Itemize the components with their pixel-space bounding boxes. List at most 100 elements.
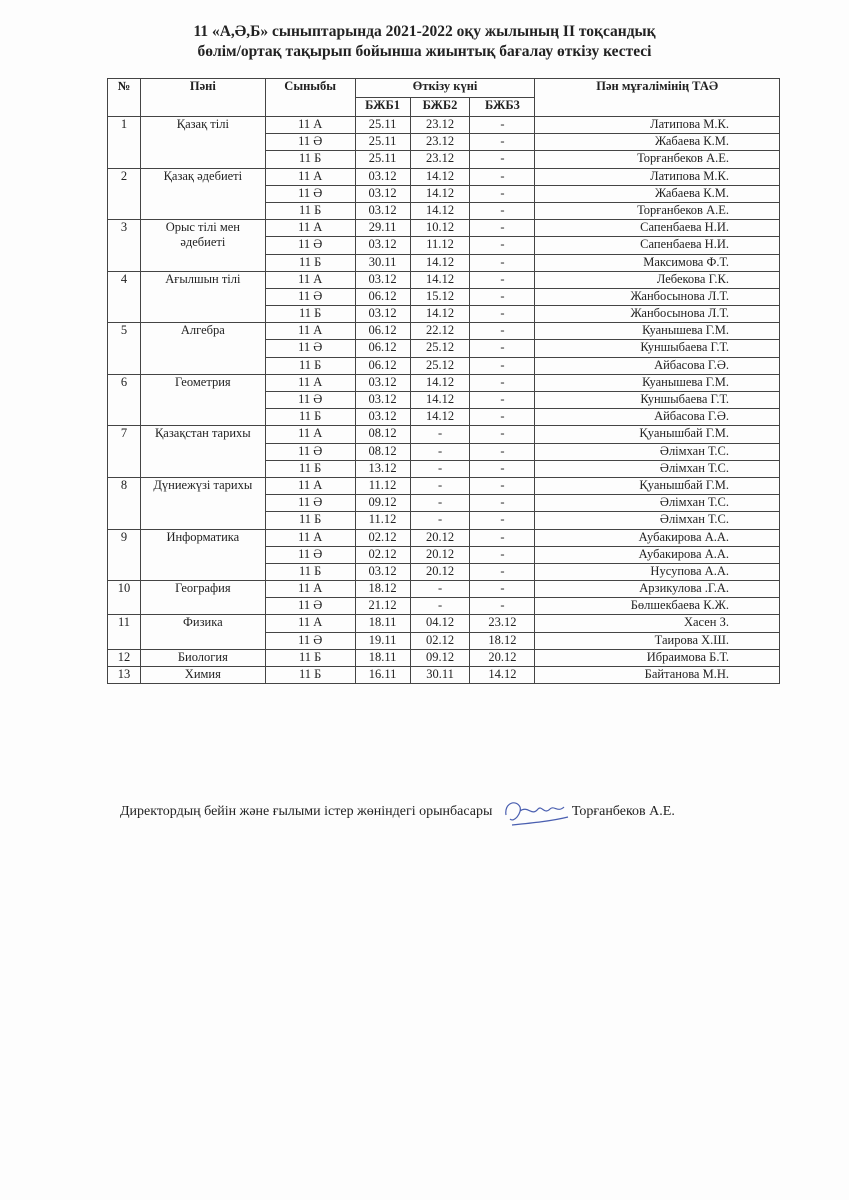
cell-class: 11 А — [264, 476, 356, 496]
schedule-body: 1 Қазақ тілі 11 А 25.11 23.12- Латипова М.К. 1… — [107, 115, 780, 685]
cell-class: 11 Б — [264, 665, 356, 685]
table-row: 11 Ә 03.12 14.12- Куншыбаева Г.Т. — [108, 390, 780, 410]
table-row: 11 Ә 21.12- - Бөлшекбаева К.Ж. — [108, 597, 780, 616]
cell-bzhb1: 03.12 — [354, 270, 411, 289]
cell-bzhb1: 13.12 — [354, 459, 411, 478]
header-no: № — [107, 78, 141, 117]
cell-bzhb2: 20.12 — [409, 545, 471, 564]
cell-bzhb1: 06.12 — [354, 322, 411, 341]
header-class: Сыныбы — [264, 78, 356, 117]
table-row: 11 Б 30.11 14.12- Максимова Ф.Т. — [108, 253, 780, 272]
cell-class: 11 А — [264, 373, 356, 393]
cell-bzhb2: 14.12 — [409, 167, 471, 186]
cell-teacher: Сапенбаева Н.И. — [534, 219, 780, 238]
cell-bzhb3: - — [469, 373, 536, 393]
table-row: 11 Б 11.12- - Әлімхан Т.С. — [108, 511, 780, 530]
cell-bzhb3: - — [469, 339, 536, 358]
cell-bzhb1: 18.11 — [354, 648, 411, 668]
cell-bzhb2: - — [409, 597, 471, 616]
cell-class: 11 А — [264, 219, 356, 238]
table-row: 9 Информатика 11 А 02.12 20.12- Аубакирова А.… — [107, 528, 780, 582]
cell-bzhb3: - — [469, 442, 536, 461]
cell-teacher: Ибраимова Б.Т. — [534, 648, 780, 668]
cell-teacher: Әлімхан Т.С. — [534, 494, 780, 513]
cell-bzhb2: - — [409, 511, 471, 530]
cell-no: 9 — [107, 528, 141, 582]
cell-bzhb1: 09.12 — [354, 494, 411, 513]
cell-teacher: Жабаева К.М. — [534, 133, 780, 152]
cell-teacher: Аубакирова А.А. — [534, 545, 780, 564]
cell-class: 11 Б — [264, 356, 356, 375]
cell-bzhb2: 23.12 — [409, 115, 471, 135]
cell-class: 11 А — [264, 167, 356, 186]
cell-class: 11 А — [264, 614, 356, 633]
cell-bzhb3: - — [469, 287, 536, 307]
cell-class: 11 Б — [264, 201, 356, 221]
cell-bzhb2: 09.12 — [409, 648, 471, 668]
cell-bzhb2: - — [409, 494, 471, 513]
cell-teacher: Латипова М.К. — [534, 167, 780, 186]
table-row: 1 Қазақ тілі 11 А 25.11 23.12- Латипова М.К. — [107, 115, 780, 169]
cell-bzhb2: 23.12 — [409, 150, 471, 169]
cell-bzhb2: 10.12 — [409, 219, 471, 238]
cell-bzhb1: 30.11 — [354, 253, 411, 272]
cell-subject: Орыс тілі мен әдебиеті — [139, 219, 266, 272]
cell-teacher: Максимова Ф.Т. — [534, 253, 780, 272]
cell-bzhb2: - — [409, 476, 471, 496]
cell-bzhb1: 03.12 — [354, 390, 411, 410]
cell-class: 11 Б — [264, 305, 356, 324]
cell-bzhb2: 25.12 — [409, 356, 471, 375]
cell-teacher: Сапенбаева Н.И. — [534, 236, 780, 255]
table-row: 11 Ә 19.11 02.12 18.12 Таирова Х.Ш. — [108, 631, 780, 650]
cell-teacher: Жанбосынова Л.Т. — [534, 305, 780, 324]
cell-bzhb3: - — [469, 133, 536, 152]
cell-class: 11 А — [264, 322, 356, 341]
cell-bzhb3: 20.12 — [469, 648, 536, 668]
cell-no: 2 — [107, 167, 141, 221]
cell-subject: Алгебра — [139, 322, 266, 375]
table-row: 11 Б 06.12 25.12- Айбасова Г.Ә. — [108, 356, 780, 375]
table-row: 5 Алгебра 11 А 06.12 22.12- Куанышева Г.М. — [107, 322, 780, 375]
cell-bzhb3: - — [469, 236, 536, 255]
cell-bzhb1: 19.11 — [354, 631, 411, 650]
cell-no: 5 — [107, 322, 141, 375]
cell-teacher: Торғанбеков А.Е. — [534, 150, 780, 169]
cell-bzhb2: 25.12 — [409, 339, 471, 358]
cell-class: 11 Ә — [264, 133, 356, 152]
header-subject: Пәні — [139, 78, 266, 117]
cell-bzhb2: - — [409, 425, 471, 444]
cell-teacher: Нусупова А.А. — [534, 562, 780, 582]
table-row: 11 Б 03.12 14.12- Айбасова Г.Ә. — [108, 408, 780, 427]
cell-bzhb2: 14.12 — [409, 253, 471, 272]
header-date-group: Өткізу күні — [354, 78, 536, 98]
table-row: 11 Физика 11 А 18.11 04.12 23.12 Хасен З. — [107, 614, 780, 650]
cell-teacher: Қуанышбай Г.М. — [534, 476, 780, 496]
cell-bzhb1: 08.12 — [354, 442, 411, 461]
cell-class: 11 А — [264, 425, 356, 444]
cell-bzhb2: 30.11 — [409, 665, 471, 685]
cell-bzhb1: 25.11 — [354, 150, 411, 169]
table-row: 11 Ә 02.12 20.12- Аубакирова А.А. — [108, 545, 780, 564]
cell-bzhb2: 14.12 — [409, 184, 471, 203]
cell-bzhb1: 29.11 — [354, 219, 411, 238]
cell-bzhb3: - — [469, 476, 536, 496]
cell-bzhb3: - — [469, 408, 536, 427]
cell-bzhb3: - — [469, 201, 536, 221]
cell-no: 7 — [107, 425, 141, 478]
header-bzhb2: БЖБ2 — [409, 97, 471, 117]
table-row: 11 Ә 06.12 25.12- Куншыбаева Г.Т. — [108, 339, 780, 358]
cell-class: 11 Б — [264, 648, 356, 668]
cell-bzhb2: 14.12 — [409, 201, 471, 221]
table-row: 10 География 11 А 18.12- - Арзикулова .Г.А. — [107, 580, 780, 616]
cell-bzhb3: - — [469, 390, 536, 410]
table-row: 11 Б 03.12 14.12- Жанбосынова Л.Т. — [108, 305, 780, 324]
cell-bzhb2: 14.12 — [409, 390, 471, 410]
cell-bzhb1: 11.12 — [354, 511, 411, 530]
cell-class: 11 А — [264, 580, 356, 599]
header-bzhb3: БЖБ3 — [469, 97, 536, 117]
table-row: 8 Дүниежүзі тарихы 11 А 11.12- - Қуанышбай Г.… — [107, 476, 780, 530]
cell-bzhb1: 18.11 — [354, 614, 411, 633]
cell-bzhb2: - — [409, 442, 471, 461]
cell-no: 6 — [107, 373, 141, 427]
cell-class: 11 Ә — [264, 236, 356, 255]
